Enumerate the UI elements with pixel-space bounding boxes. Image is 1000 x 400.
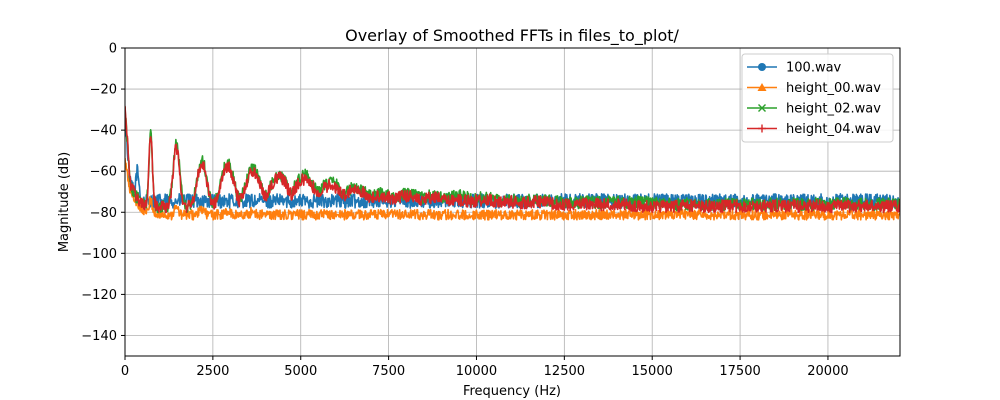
x-tick-label: 10000: [456, 364, 497, 379]
series-group: [125, 105, 900, 221]
legend-item: height_00.wav: [747, 81, 881, 96]
y-axis-title: Magnitude (dB): [57, 152, 72, 252]
x-axis: 0 2500 5000 7500 10000 12500 15000 17500 20000: [121, 356, 849, 379]
plus-marker: [758, 124, 766, 133]
y-tick-label: −100: [81, 247, 117, 262]
legend-item: height_04.wav: [747, 122, 881, 137]
legend-frame: [741, 53, 894, 143]
x-tick-label: 2500: [196, 364, 229, 379]
legend-item: 100.wav: [747, 61, 842, 76]
x-tick-label: 12500: [544, 364, 585, 379]
series-height_04.wav: [125, 105, 900, 214]
series-line: [125, 158, 900, 221]
y-tick-label: −120: [81, 288, 117, 303]
legend-label: height_04.wav: [786, 122, 881, 137]
y-tick-label: 0: [109, 42, 117, 57]
y-tick-label: −140: [81, 329, 117, 344]
x-tick-label: 17500: [719, 364, 760, 379]
x-marker: [758, 104, 766, 112]
series-height_00.wav: [125, 158, 900, 221]
x-tick-label: 0: [121, 364, 129, 379]
x-tick-label: 15000: [632, 364, 673, 379]
circle-marker: [758, 63, 766, 71]
legend-label: height_00.wav: [786, 81, 881, 96]
legend-label: 100.wav: [786, 61, 842, 76]
x-axis-title: Frequency (Hz): [463, 384, 561, 399]
legend-item: height_02.wav: [747, 102, 881, 117]
y-axis: 0 −20 −40 −60 −80 −100 −120 −140: [81, 42, 125, 344]
y-tick-label: −40: [90, 124, 117, 139]
plot-frame: [124, 47, 901, 357]
chart-title: Overlay of Smoothed FFTs in files_to_plo…: [345, 26, 679, 46]
series-line: [125, 105, 900, 214]
legend-label: height_02.wav: [786, 102, 881, 117]
y-tick-label: −60: [90, 165, 117, 180]
x-tick-label: 5000: [284, 364, 317, 379]
legend: 100.wav height_00.wav height_02.wav height_…: [741, 53, 894, 143]
y-tick-label: −20: [90, 83, 117, 98]
triangle-marker: [757, 83, 767, 91]
x-tick-label: 20000: [807, 364, 848, 379]
y-tick-label: −80: [90, 206, 117, 221]
x-tick-label: 7500: [372, 364, 405, 379]
